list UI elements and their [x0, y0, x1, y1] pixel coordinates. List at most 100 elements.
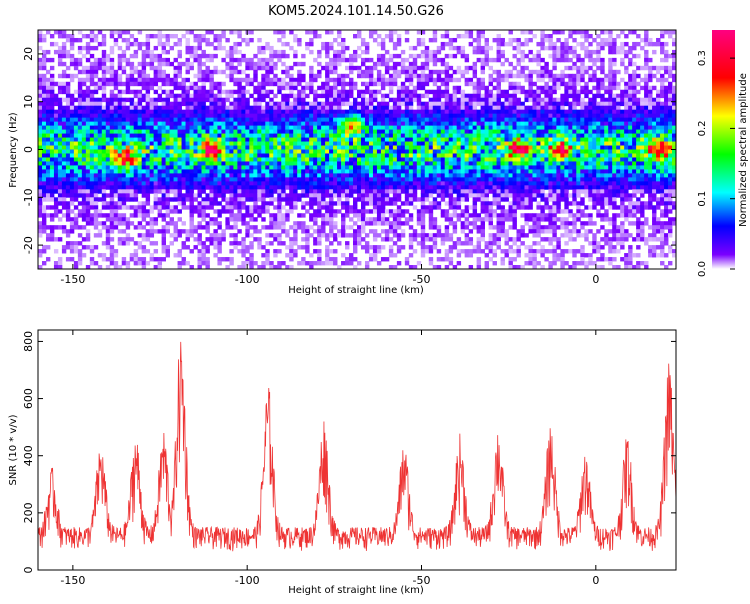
heatmap-cell [173, 229, 178, 234]
heatmap-cell [313, 197, 318, 202]
heatmap-cell [400, 117, 406, 123]
heatmap-cell [376, 205, 382, 210]
heatmap-cell [221, 30, 226, 35]
heatmap-cell [305, 181, 310, 186]
heatmap-cell [205, 261, 210, 266]
heatmap-cell [440, 93, 446, 99]
heatmap-cell [169, 241, 174, 246]
heatmap-cell [61, 109, 67, 115]
heatmap-cell [93, 189, 99, 194]
heatmap-cell [89, 153, 95, 158]
heatmap-cell [364, 245, 370, 250]
heatmap-cell [197, 157, 202, 162]
heatmap-cell [273, 173, 278, 178]
heatmap-cell [468, 109, 474, 115]
heatmap-cell [105, 141, 111, 146]
heatmap-cell [372, 161, 378, 166]
heatmap-cell [412, 53, 418, 59]
heatmap-cell [241, 205, 246, 210]
heatmap-cell [448, 201, 454, 206]
heatmap-cell [45, 101, 51, 107]
heatmap-cell [333, 109, 338, 115]
heatmap-cell [257, 93, 262, 99]
heatmap-cell [325, 189, 330, 194]
heatmap-cell [97, 233, 103, 238]
heatmap-cell [109, 109, 115, 115]
heatmap-cell [408, 213, 414, 218]
heatmap-cell [237, 169, 242, 174]
heatmap-cell [173, 253, 178, 258]
heatmap-cell [189, 61, 194, 67]
heatmap-cell [364, 173, 370, 178]
heatmap-cell [436, 153, 442, 158]
heatmap-cell [165, 201, 170, 206]
heatmap-cell [468, 265, 474, 269]
heatmap-cell [77, 69, 83, 75]
heatmap-cell [229, 257, 234, 262]
heatmap-cell [229, 185, 234, 190]
heatmap-cell [464, 53, 470, 59]
heatmap-cell [313, 193, 318, 198]
heatmap-cell [376, 213, 382, 218]
heatmap-cell [205, 125, 210, 130]
heatmap-cell [117, 73, 123, 79]
heatmap-cell [229, 181, 234, 186]
heatmap-cell [193, 33, 198, 39]
heatmap-cell [221, 233, 226, 238]
heatmap-cell [289, 113, 294, 119]
heatmap-cell [181, 97, 186, 103]
heatmap-cell [149, 145, 155, 150]
heatmap-cell [145, 201, 151, 206]
heatmap-cell [412, 109, 418, 115]
heatmap-cell [141, 185, 147, 190]
heatmap-cell [45, 121, 51, 126]
heatmap-cell [261, 117, 266, 123]
heatmap-cell [277, 185, 282, 190]
heatmap-cell [301, 261, 306, 266]
heatmap-cell [133, 121, 139, 126]
heatmap-cell [109, 69, 115, 75]
heatmap-cell [229, 201, 234, 206]
heatmap-cell [317, 209, 322, 214]
heatmap-cell [376, 121, 382, 126]
heatmap-cell [424, 49, 430, 55]
heatmap-cell [189, 225, 194, 230]
heatmap-cell [205, 117, 210, 123]
heatmap-cell [101, 69, 107, 75]
heatmap-cell [456, 89, 462, 95]
heatmap-cell [329, 30, 334, 35]
heatmap-cell [357, 145, 362, 150]
heatmap-cell [476, 45, 482, 51]
heatmap-cell [141, 193, 147, 198]
heatmap-cell [349, 65, 354, 71]
heatmap-cell [157, 189, 163, 194]
heatmap-cell [440, 133, 446, 138]
heatmap-cell [384, 229, 390, 234]
heatmap-cell [265, 101, 270, 107]
heatmap-cell [293, 105, 298, 111]
heatmap-cell [73, 213, 79, 218]
heatmap-cell [237, 205, 242, 210]
heatmap-cell [329, 89, 334, 95]
heatmap-cell [209, 177, 214, 182]
heatmap-cell [113, 153, 119, 158]
heatmap-cell [213, 245, 218, 250]
heatmap-cell [436, 137, 442, 142]
heatmap-cell [384, 81, 390, 87]
heatmap-cell [424, 53, 430, 59]
heatmap-cell [329, 209, 334, 214]
heatmap-cell [213, 33, 218, 39]
heatmap-cell [185, 237, 190, 242]
heatmap-cell [141, 125, 147, 130]
heatmap-cell [209, 53, 214, 59]
heatmap-cell [61, 157, 67, 162]
heatmap-cell [392, 81, 398, 87]
heatmap-cell [464, 173, 470, 178]
heatmap-cell [472, 121, 478, 126]
heatmap-cell [113, 165, 119, 170]
heatmap-cell [364, 217, 370, 222]
heatmap-cell [305, 30, 310, 35]
heatmap-cell [105, 145, 111, 150]
heatmap-cell [209, 153, 214, 158]
